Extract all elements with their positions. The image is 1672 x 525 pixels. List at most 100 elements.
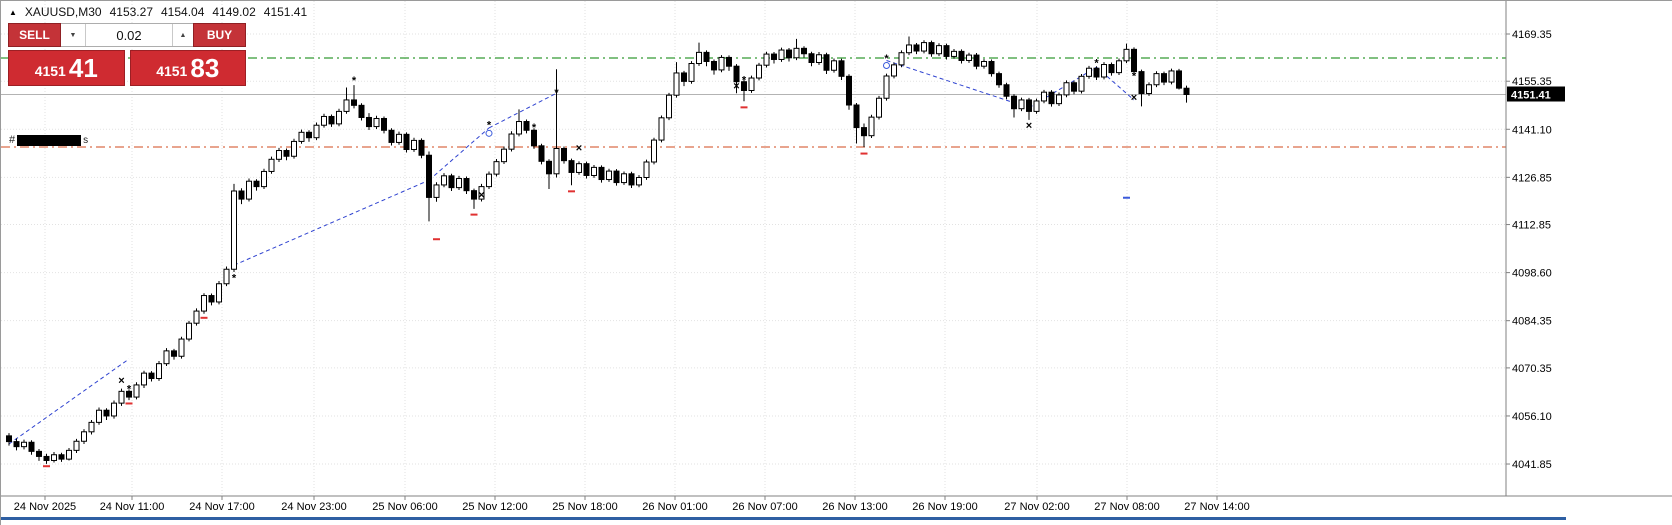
time-axis-label: 27 Nov 02:00 — [1004, 501, 1069, 513]
fractal-dash-red — [568, 190, 575, 193]
candle — [876, 97, 882, 118]
candle — [838, 60, 845, 77]
order-label-redaction — [17, 134, 82, 146]
candle — [253, 180, 260, 188]
zigzag-segment — [488, 92, 557, 129]
ohlc-open: 4153.27 — [109, 5, 153, 19]
candle — [1123, 48, 1130, 62]
fractal-dash-red — [200, 316, 208, 319]
candle — [1003, 84, 1010, 97]
candle — [643, 161, 650, 179]
candle — [703, 51, 710, 62]
star-marker: * — [554, 87, 559, 99]
candle — [823, 54, 830, 71]
time-axis-label: 24 Nov 11:00 — [100, 501, 165, 513]
star-marker: * — [127, 384, 132, 396]
candle — [291, 140, 297, 157]
candle — [891, 64, 897, 77]
candle — [1146, 84, 1152, 95]
candle — [268, 158, 275, 172]
candle — [426, 154, 432, 198]
candle — [193, 310, 200, 324]
candle — [598, 166, 605, 181]
fractal-dash-red — [43, 465, 50, 468]
candle — [688, 63, 695, 82]
candle — [456, 178, 462, 189]
candle — [1176, 70, 1182, 89]
candle — [118, 390, 125, 404]
symbol-timeframe: XAUUSD,M30 — [24, 5, 102, 19]
order-label-suffix: s — [83, 134, 89, 146]
fractal-dash-red — [860, 152, 868, 155]
volume-input[interactable]: 0.02 — [116, 27, 142, 43]
volume-increase-button[interactable]: ▲ — [172, 24, 193, 46]
sell-button[interactable]: SELL — [8, 23, 61, 47]
candle — [21, 441, 27, 448]
candle — [726, 56, 732, 67]
candle — [261, 170, 267, 188]
candle — [43, 455, 50, 461]
candle — [403, 133, 410, 151]
candle — [433, 184, 440, 198]
window-bottom-bar — [1, 517, 1566, 520]
candle — [163, 350, 170, 365]
candle — [6, 435, 12, 443]
candle — [1063, 82, 1070, 96]
candle — [388, 129, 395, 143]
price-axis-label: 4098.60 — [1512, 268, 1552, 280]
candle — [471, 190, 477, 200]
candle — [1071, 82, 1077, 92]
candle — [666, 94, 672, 119]
volume-dropdown-button[interactable]: ▼ — [61, 24, 86, 46]
candle — [793, 47, 800, 59]
candle — [696, 51, 702, 65]
level-lines — [1, 57, 1506, 148]
buy-button[interactable]: BUY — [193, 23, 246, 47]
candle — [733, 65, 740, 83]
time-axis-label: 25 Nov 06:00 — [372, 501, 437, 513]
candle — [621, 173, 627, 184]
candle — [343, 99, 350, 112]
candle — [208, 295, 215, 303]
candle — [546, 160, 552, 175]
candle — [501, 148, 507, 163]
candle — [636, 177, 642, 186]
candle — [1116, 60, 1122, 74]
candle — [96, 409, 102, 423]
candle — [463, 178, 470, 192]
buy-price-display[interactable]: 4151 83 — [129, 50, 246, 86]
candle — [1183, 87, 1190, 96]
candle — [516, 121, 522, 135]
cross-marker: × — [118, 375, 124, 387]
candle — [141, 372, 147, 386]
candle — [928, 42, 935, 55]
candle — [681, 72, 687, 82]
sell-price-display[interactable]: 4151 41 — [8, 50, 125, 86]
candle — [1131, 48, 1137, 73]
candle — [298, 131, 305, 142]
candle — [58, 454, 65, 460]
candle — [321, 115, 327, 126]
candle — [351, 99, 357, 106]
candle — [336, 110, 342, 125]
cross-marker: × — [478, 189, 484, 201]
one-click-trading-panel: SELL ▼ 0.02 ▲ BUY 4151 41 4151 83 — [8, 23, 246, 86]
zigzag-segment — [886, 60, 1030, 109]
dot-marker — [883, 62, 890, 70]
candle — [568, 160, 575, 173]
star-marker: * — [742, 74, 747, 86]
candle — [51, 454, 57, 461]
candle — [973, 54, 980, 67]
candle — [103, 409, 110, 417]
time-axis-label: 26 Nov 07:00 — [732, 501, 797, 513]
candle — [358, 104, 365, 118]
ohlc-close: 4151.41 — [263, 5, 308, 19]
price-axis-label: 4155.35 — [1512, 76, 1552, 88]
candle — [1026, 99, 1032, 112]
candle — [1078, 75, 1085, 92]
candle — [366, 116, 372, 128]
candle — [441, 175, 447, 186]
